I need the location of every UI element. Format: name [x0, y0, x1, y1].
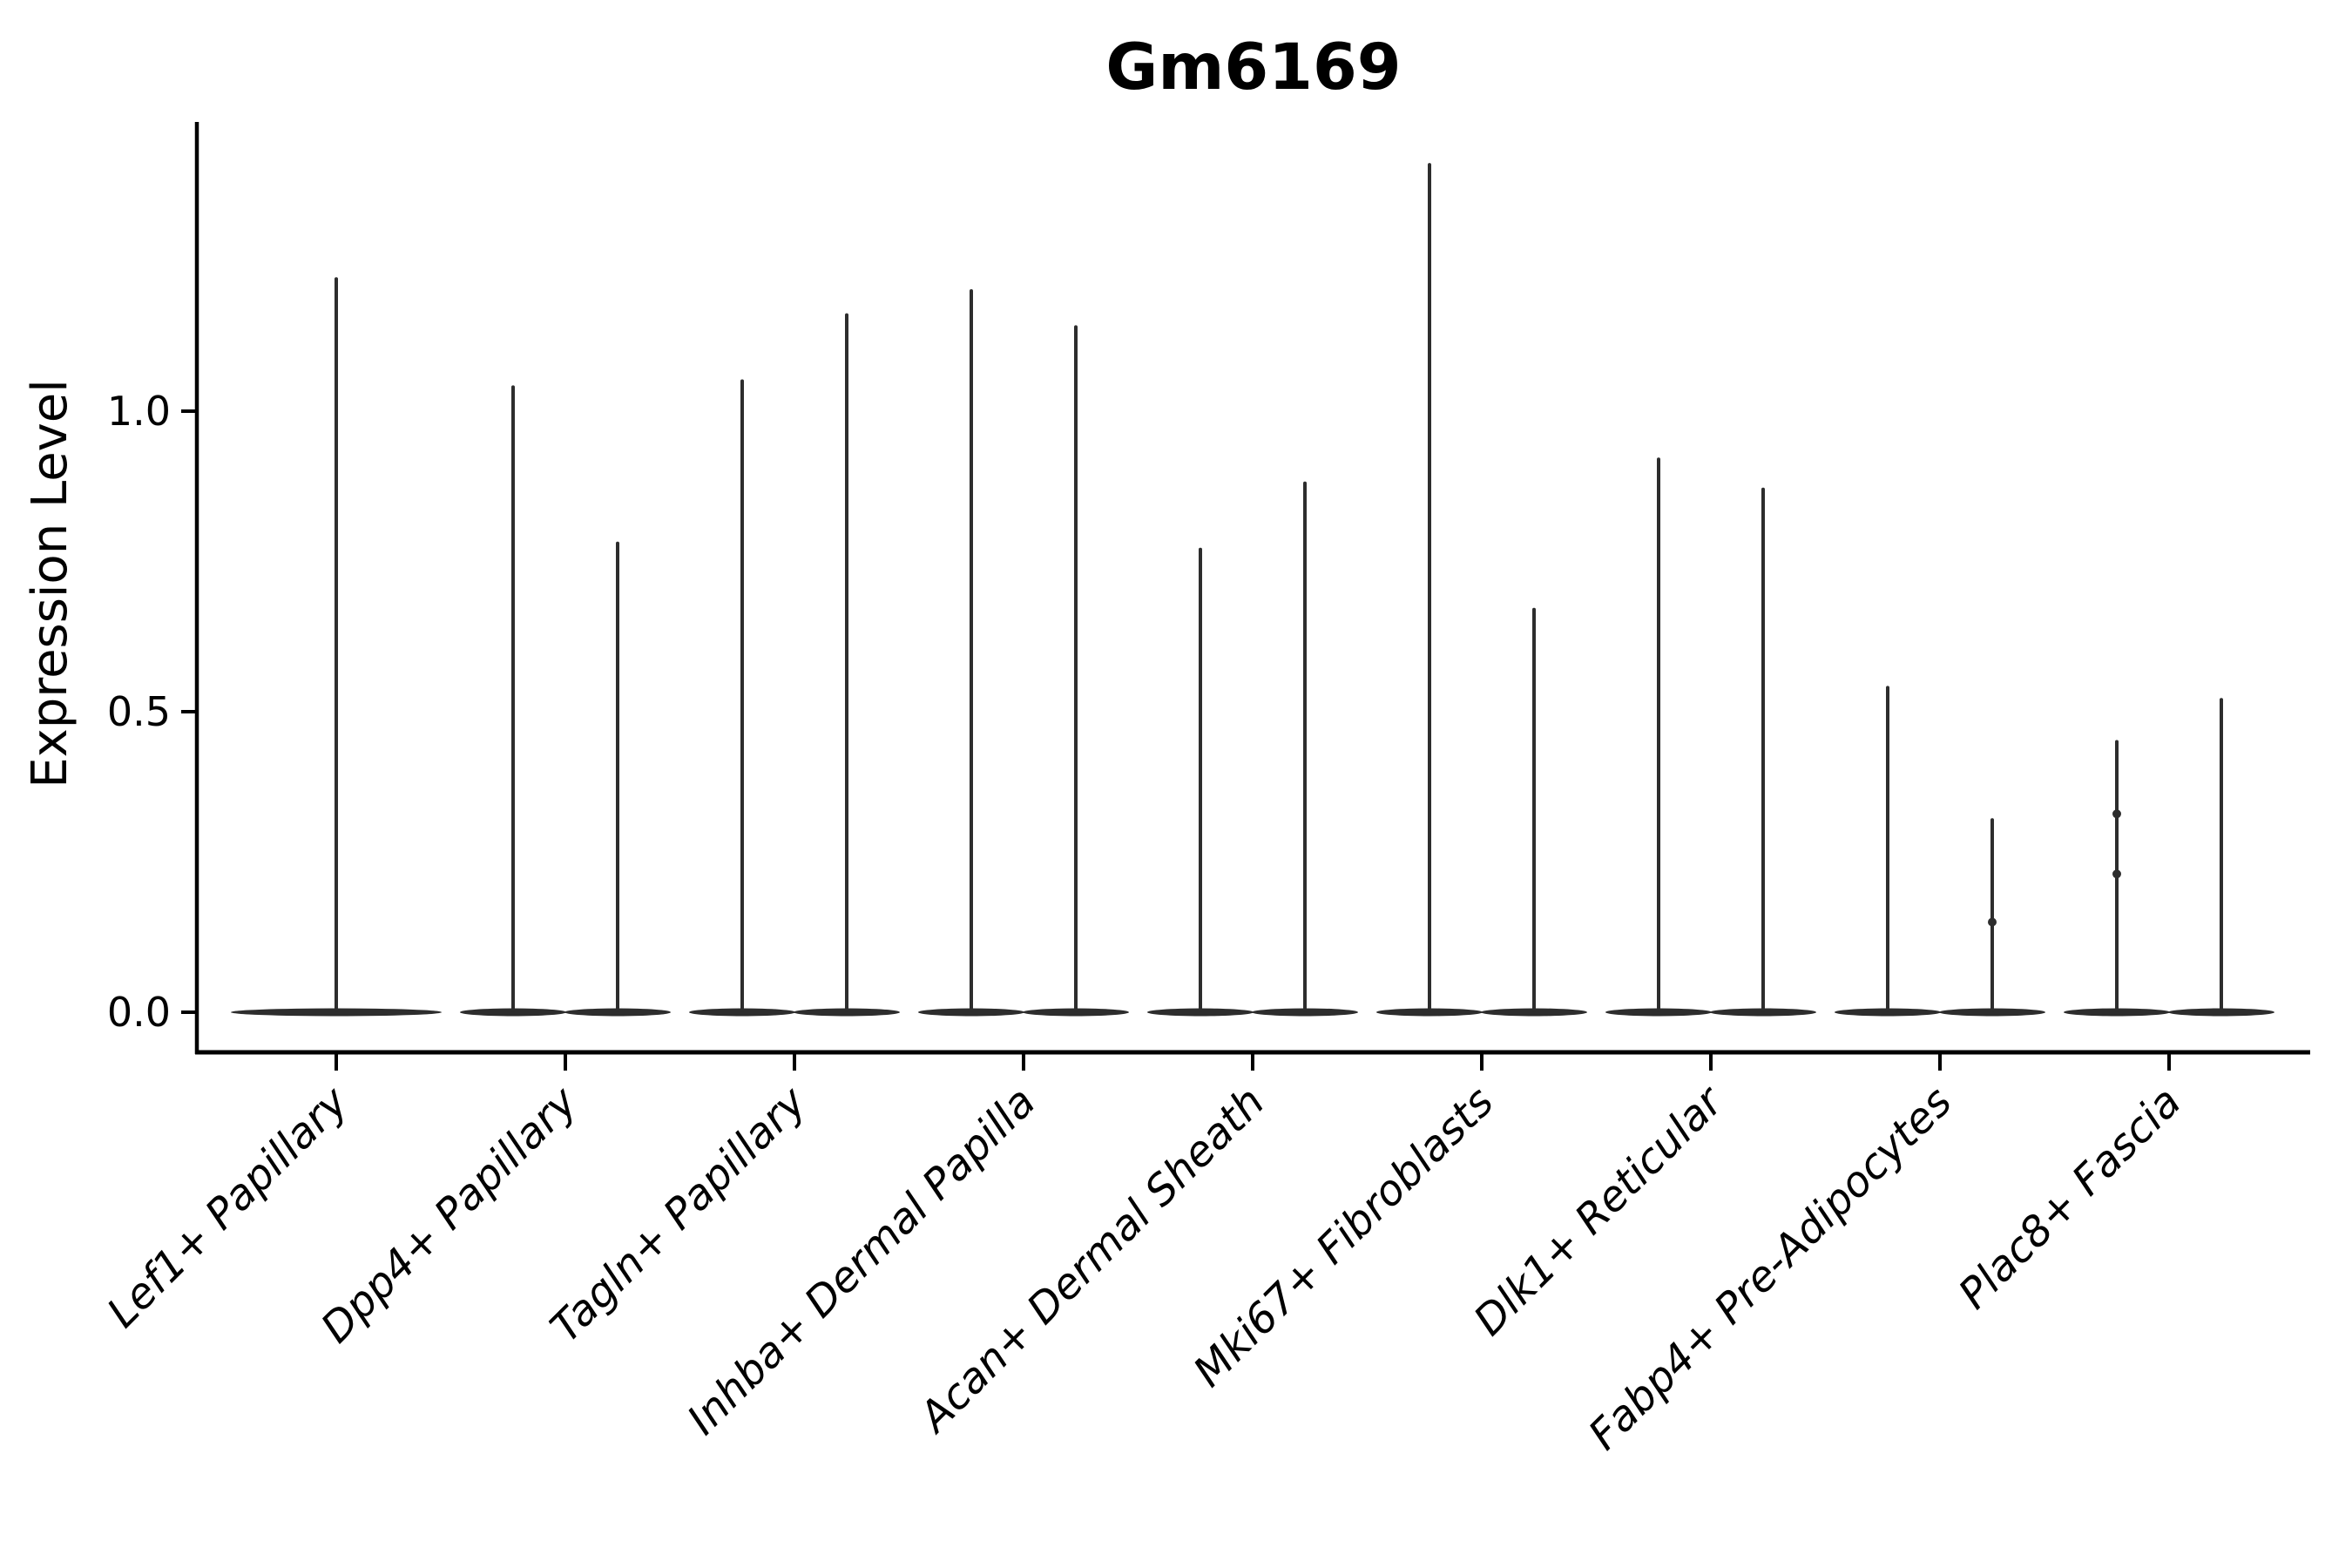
y-tick-label-0: 0.0	[107, 989, 171, 1036]
jitter-point	[2112, 809, 2121, 819]
x-tick-label-7: Fabp4+ Pre-Adipocytes	[1579, 1078, 1962, 1460]
chart-title: Gm6169	[1105, 30, 1401, 105]
plot-shapes	[181, 122, 2310, 1071]
x-tick-label-1: Dpp4+ Papillary	[312, 1077, 587, 1352]
jitter-point	[1988, 917, 1997, 927]
y-tick-labels: 0.0 0.5 1.0	[107, 388, 171, 1036]
x-tick-labels: Lef1+ Papillary Dpp4+ Papillary Tagln+ P…	[98, 1076, 2190, 1460]
x-tick-label-0: Lef1+ Papillary	[98, 1077, 358, 1337]
x-tick-label-8: Plac8+ Fascia	[1950, 1078, 2191, 1319]
y-axis-label: Expression Level	[22, 379, 78, 788]
y-tick-label-1: 0.5	[107, 688, 171, 735]
x-tick-label-6: Dlk1+ Reticular	[1464, 1076, 1734, 1346]
jitter-point	[2112, 869, 2121, 879]
y-tick-label-2: 1.0	[107, 388, 171, 435]
x-tick-label-2: Tagln+ Papillary	[541, 1077, 816, 1352]
